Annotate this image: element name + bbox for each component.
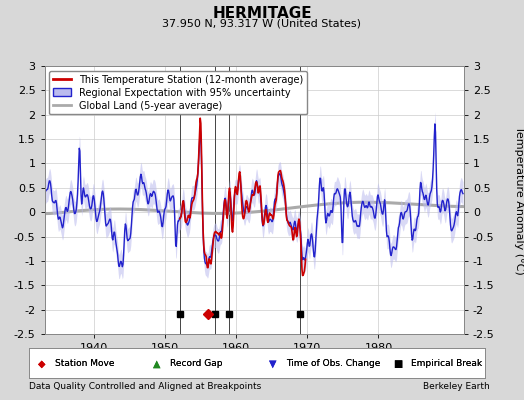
Text: HERMITAGE: HERMITAGE: [212, 6, 312, 21]
Text: Time of Obs. Change: Time of Obs. Change: [286, 360, 380, 368]
Text: ■: ■: [394, 359, 403, 369]
Legend: This Temperature Station (12-month average), Regional Expectation with 95% uncer: This Temperature Station (12-month avera…: [49, 71, 307, 114]
Text: Time of Obs. Change: Time of Obs. Change: [286, 360, 380, 368]
Text: Station Move: Station Move: [55, 360, 115, 368]
Text: ▼: ▼: [269, 359, 276, 369]
Text: Berkeley Earth: Berkeley Earth: [423, 382, 490, 391]
Text: ◆: ◆: [38, 359, 46, 369]
Text: Empirical Break: Empirical Break: [411, 360, 483, 368]
Text: Empirical Break: Empirical Break: [411, 360, 483, 368]
Text: 37.950 N, 93.317 W (United States): 37.950 N, 93.317 W (United States): [162, 18, 362, 28]
Text: ▼: ▼: [269, 359, 276, 369]
Text: Data Quality Controlled and Aligned at Breakpoints: Data Quality Controlled and Aligned at B…: [29, 382, 261, 391]
Text: ◆: ◆: [38, 359, 46, 369]
Text: Station Move: Station Move: [55, 360, 115, 368]
Text: ▲: ▲: [154, 359, 161, 369]
Y-axis label: Temperature Anomaly (°C): Temperature Anomaly (°C): [514, 126, 524, 274]
Text: Record Gap: Record Gap: [170, 360, 223, 368]
Text: ▲: ▲: [154, 359, 161, 369]
Text: ■: ■: [394, 359, 403, 369]
Text: Record Gap: Record Gap: [170, 360, 223, 368]
